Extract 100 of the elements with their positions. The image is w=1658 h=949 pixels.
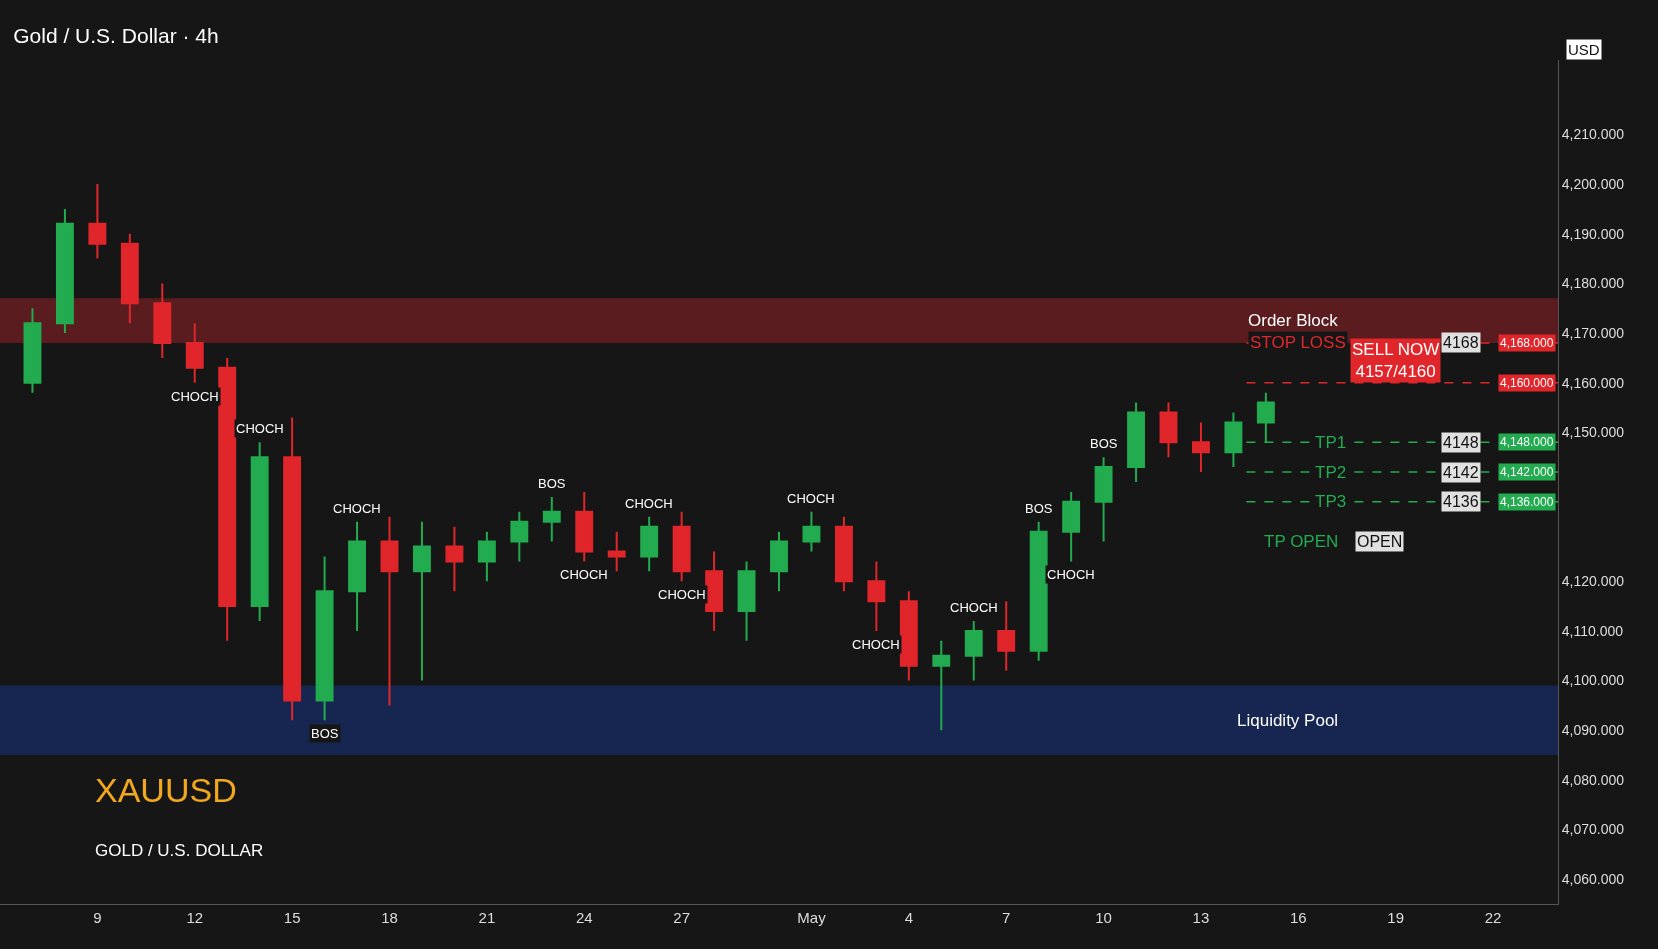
band-label: Order Block xyxy=(1248,311,1339,330)
candlestick xyxy=(997,600,1016,672)
y-tick-label: 4,090.000 xyxy=(1561,722,1625,739)
y-tick-label: 4,100.000 xyxy=(1561,672,1625,689)
annotation: CHOCH xyxy=(852,637,900,652)
annotation: CHOCH xyxy=(333,501,381,516)
annotation: CHOCH xyxy=(658,587,706,602)
y-tick-label: 4,170.000 xyxy=(1561,324,1625,341)
y-tick-label: 4,200.000 xyxy=(1561,176,1625,193)
annotation: CHOCH xyxy=(787,491,835,506)
annotation: 4,142.000 xyxy=(1500,465,1554,479)
chart-title: Gold / U.S. Dollar · 4h xyxy=(13,24,219,48)
candlestick xyxy=(218,356,237,642)
candlestick xyxy=(315,555,334,722)
annotation: CHOCH xyxy=(560,567,608,582)
candlestick xyxy=(575,490,594,563)
annotation: BOS xyxy=(311,726,339,741)
candlestick xyxy=(1224,411,1243,469)
annotation: BOS xyxy=(1090,436,1118,451)
candlestick xyxy=(185,322,204,384)
annotation: 4136 xyxy=(1443,493,1479,510)
x-tick-label: 27 xyxy=(673,909,690,926)
annotation: CHOCH xyxy=(236,421,284,436)
candlestick xyxy=(120,232,139,325)
x-tick-label: 4 xyxy=(904,909,913,926)
x-tick-label: 12 xyxy=(186,909,204,926)
candlestick xyxy=(88,183,107,260)
candlestick xyxy=(510,510,529,563)
ref-line-label: TP1 xyxy=(1315,433,1347,452)
x-tick-label: 21 xyxy=(478,909,496,926)
x-tick-label: 9 xyxy=(93,909,102,926)
annotation: CHOCH xyxy=(625,496,673,511)
candlestick xyxy=(899,590,918,682)
candlestick xyxy=(445,525,464,593)
candlestick xyxy=(1062,490,1081,563)
y-tick-label: 4,110.000 xyxy=(1561,622,1624,639)
annotation: CHOCH xyxy=(171,389,219,404)
candlestick xyxy=(1159,401,1178,459)
y-axis-title: USD xyxy=(1568,41,1600,58)
x-tick-label: 16 xyxy=(1289,909,1307,926)
candlestick xyxy=(413,520,431,682)
candlestick xyxy=(283,416,302,722)
annotation: TP OPEN xyxy=(1264,532,1339,551)
y-tick-label: 4,210.000 xyxy=(1561,126,1625,143)
x-tick-label: 22 xyxy=(1484,909,1502,926)
candlestick xyxy=(250,441,269,623)
annotation: XAUUSD xyxy=(95,771,237,809)
candlestick xyxy=(672,510,691,583)
annotation: 4,160.000 xyxy=(1500,376,1554,390)
annotation: 4,168.000 xyxy=(1500,336,1554,350)
annotation: CHOCH xyxy=(950,600,998,615)
y-tick-label: 4,190.000 xyxy=(1561,225,1625,242)
annotation: 4,136.000 xyxy=(1500,495,1554,509)
x-tick-label: 7 xyxy=(1002,909,1011,926)
y-tick-label: 4,080.000 xyxy=(1561,771,1625,788)
candlestick xyxy=(607,530,626,573)
band-label: Liquidity Pool xyxy=(1237,711,1339,730)
x-tick-label: 24 xyxy=(575,909,593,926)
annotation: SELL NOW 4157/4160 xyxy=(1352,340,1440,382)
candlestick xyxy=(705,550,724,632)
annotation: CHOCH xyxy=(1047,567,1095,582)
candlestick xyxy=(380,515,399,707)
ref-line-label: TP2 xyxy=(1315,463,1347,482)
candlestick xyxy=(1192,421,1210,474)
y-tick-label: 4,180.000 xyxy=(1561,275,1625,292)
candlestick xyxy=(23,307,42,394)
candlestick xyxy=(348,520,366,632)
candlestick xyxy=(1127,401,1145,483)
x-tick-label: 15 xyxy=(283,909,301,926)
annotation: 4148 xyxy=(1443,434,1479,451)
annotation: BOS xyxy=(538,476,566,491)
annotation: BOS xyxy=(1025,501,1053,516)
candlestick xyxy=(802,510,821,553)
candlestick xyxy=(737,560,756,642)
annotation: 4,148.000 xyxy=(1500,435,1554,449)
x-tick-label: 10 xyxy=(1095,909,1112,926)
x-tick-label: May xyxy=(797,909,827,926)
y-tick-label: 4,150.000 xyxy=(1561,424,1625,441)
candlestick xyxy=(1094,456,1113,543)
candlestick xyxy=(55,207,74,335)
candlestick xyxy=(153,282,172,359)
candlestick xyxy=(640,515,659,573)
candlestick xyxy=(867,560,886,632)
annotation: OPEN xyxy=(1357,533,1403,550)
y-tick-label: 4,120.000 xyxy=(1561,573,1625,590)
annotation: GOLD / U.S. DOLLAR xyxy=(95,841,264,860)
candlestick xyxy=(932,639,951,732)
x-tick-label: 13 xyxy=(1192,909,1210,926)
annotation: 4142 xyxy=(1443,464,1479,481)
candlestick xyxy=(542,495,561,543)
candlestick xyxy=(964,620,983,682)
y-tick-label: 4,070.000 xyxy=(1561,821,1625,838)
candlestick xyxy=(477,530,496,583)
candlestick xyxy=(1029,520,1048,662)
annotation: 4168 xyxy=(1443,334,1479,351)
x-tick-label: 18 xyxy=(381,909,398,926)
ref-line-label: STOP LOSS xyxy=(1250,333,1346,352)
x-tick-label: 19 xyxy=(1387,909,1405,926)
y-tick-label: 4,060.000 xyxy=(1561,871,1625,888)
ref-line-label: TP3 xyxy=(1315,492,1347,511)
